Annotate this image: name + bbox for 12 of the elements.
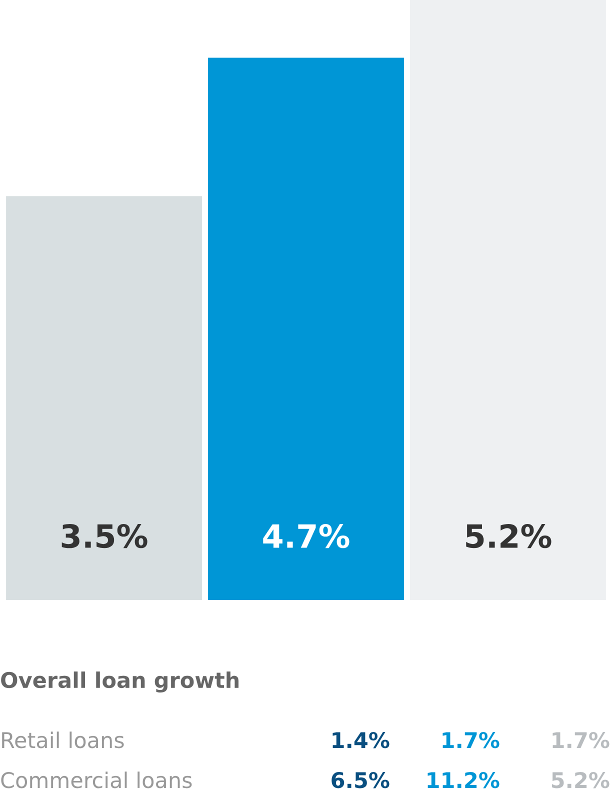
- data-label: 1.7%: [552, 732, 610, 748]
- data-label: 5.2%: [466, 524, 552, 548]
- text: Overall loan growth: [1, 672, 238, 692]
- category-label: Retail loans: [2, 732, 124, 748]
- data-label: 6.5%: [332, 772, 390, 788]
- data-label: 1.4%: [332, 732, 390, 748]
- data-label: 11.2%: [428, 772, 500, 788]
- data-label: 1.7%: [442, 732, 500, 748]
- data-label: 3.5%: [62, 524, 148, 548]
- data-label: 4.7%: [263, 524, 350, 548]
- category-label: Commercial loans: [1, 772, 192, 788]
- data-label: 5.2%: [552, 772, 610, 788]
